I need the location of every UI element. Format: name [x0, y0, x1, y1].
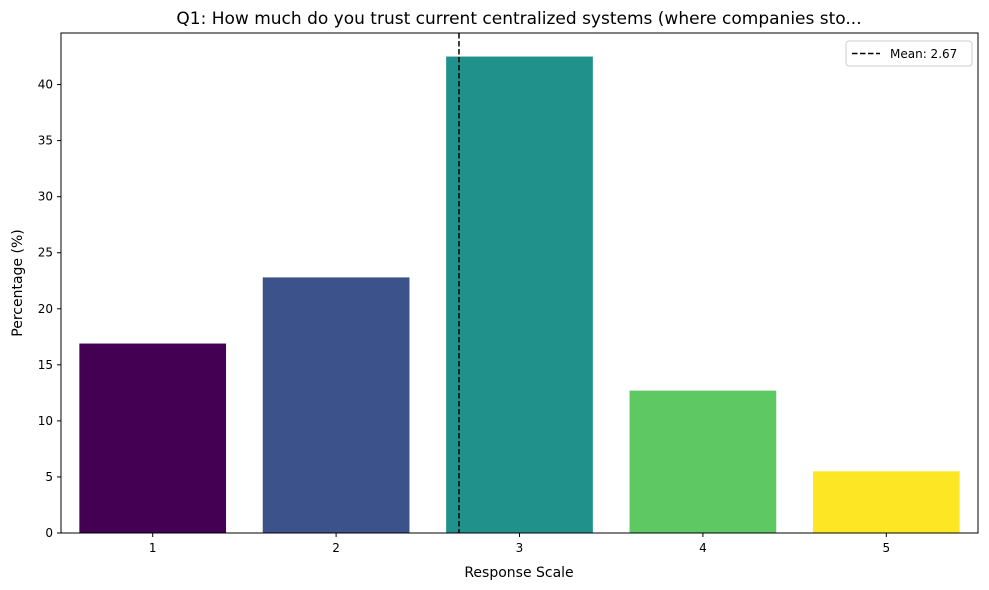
- y-axis-label: Percentage (%): [10, 229, 26, 336]
- x-tick-label: 1: [149, 541, 157, 555]
- y-tick-label: 40: [38, 78, 53, 92]
- legend-box: [845, 40, 973, 67]
- x-axis-label: Response Scale: [464, 565, 573, 581]
- y-tick-label: 0: [45, 526, 53, 540]
- x-axis-ticks: 1 2 3 4 5: [149, 533, 890, 555]
- x-tick-label: 5: [882, 541, 890, 555]
- y-tick-label: 30: [38, 190, 53, 204]
- chart-title: Q1: How much do you trust current centra…: [176, 9, 861, 29]
- bars-group: [79, 56, 960, 533]
- y-tick-label: 25: [38, 246, 53, 260]
- bar-4: [629, 390, 777, 533]
- legend-mean-label: Mean: 2.67: [890, 47, 957, 61]
- y-tick-label: 35: [38, 134, 53, 148]
- bar-3: [446, 56, 593, 533]
- y-tick-label: 20: [38, 302, 53, 316]
- y-axis-ticks: 0 5 10 15 20 25 30 35 40: [38, 78, 61, 540]
- x-tick-label: 4: [699, 541, 707, 555]
- x-tick-label: 3: [516, 541, 524, 555]
- bar-2: [262, 277, 410, 533]
- y-tick-label: 10: [38, 414, 53, 428]
- y-tick-label: 5: [45, 470, 53, 484]
- bar-1: [79, 343, 227, 533]
- bar-5: [812, 471, 960, 533]
- y-tick-label: 15: [38, 358, 53, 372]
- x-tick-label: 2: [332, 541, 340, 555]
- legend: Mean: 2.67: [845, 40, 973, 67]
